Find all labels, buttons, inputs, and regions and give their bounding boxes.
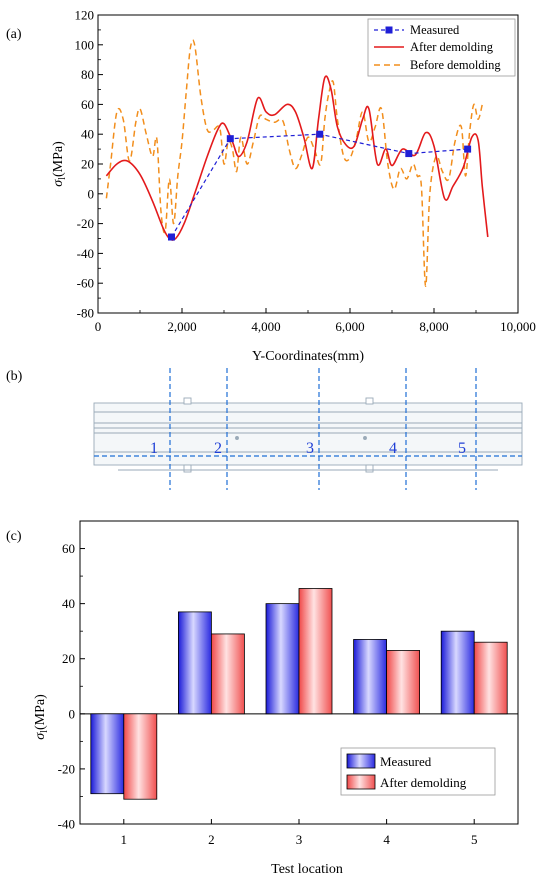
legend-c-after-swatch [346,774,376,790]
beam-outline [93,402,523,466]
chart-a-ticks: -80 -60 -40 -20 0 20 40 60 80 100 120 0 2,000 4,000 6,… [75,8,536,335]
panel-b-label: (b) [6,369,23,384]
legend-measured-marker [385,26,393,34]
a-ytick-label-4: 0 [88,186,95,201]
measured-point-5 [464,145,472,153]
section-label-1: 1 [150,440,158,457]
legend-c-measured-swatch [346,753,376,769]
beam-hole-2 [363,436,367,440]
a-ytick-label-10: 120 [75,8,95,23]
legend-before-label: Before demolding [410,58,501,72]
a-ytick-label-2: -40 [77,246,94,261]
c-ytick-label-0: -40 [58,817,75,832]
measured-point-4 [405,150,413,158]
chart-c-ylabel-sub: l [39,730,50,733]
chart-a-x-axis-label: Y-Coordinates(mm) [252,349,364,364]
chart-c: -40 -20 0 20 40 60 1 2 3 4 5 Test location σl(MPa)… [33,520,519,877]
chart-c-bars [90,588,508,800]
chart-a-ylabel-unit: (MPa) [51,141,66,177]
chart-c-ylabel-unit: (MPa) [33,694,48,730]
a-ytick-label-7: 60 [81,97,94,112]
chart-a-plot-frame [97,14,519,314]
legend-after-label: After demolding [410,40,494,54]
chart-a-series [105,39,489,287]
section-label-2: 2 [214,440,222,457]
c-ytick-label-3: 20 [62,651,75,666]
chart-c-y-axis-label: σl(MPa) [33,694,50,740]
beam-body [93,397,523,473]
a-xtick-label-2: 4,000 [251,319,280,334]
c-xtick-label-4: 5 [471,832,478,847]
measured-point-1 [168,233,175,241]
a-ytick-label-0: -80 [77,306,94,321]
chart-a-ylabel-sub: l [57,177,68,180]
bar-after-demolding-1 [123,713,158,800]
chart-a-legend: Measured After demolding Before demoldin… [367,18,516,77]
beam-diagram: 1 2 3 4 5 [93,368,523,490]
bar-after-demolding-5 [473,641,508,715]
c-ytick-label-1: -20 [58,761,75,776]
section-label-4: 4 [389,440,397,457]
c-xtick-label-0: 1 [121,832,128,847]
c-xtick-label-2: 3 [296,832,303,847]
beam-lug-bottom-1 [183,464,192,473]
a-ytick-label-3: -20 [77,216,94,231]
a-xtick-label-0: 0 [95,319,102,334]
series-after-demolding-line [105,75,489,241]
bar-measured-4 [353,639,388,715]
a-ytick-label-8: 80 [81,67,94,82]
legend-measured-label: Measured [410,23,460,37]
a-ytick-label-9: 100 [75,37,95,52]
a-xtick-label-3: 6,000 [335,319,364,334]
chart-c-x-axis-label: Test location [271,862,343,877]
section-label-3: 3 [306,440,314,457]
measured-point-2 [226,135,234,143]
a-ytick-label-1: -60 [77,276,94,291]
panel-c-label: (c) [6,529,22,544]
legend-c-after-label: After demolding [380,775,467,790]
beam-lug-bottom-2 [365,464,374,473]
bar-measured-3 [265,603,300,715]
bar-after-demolding-2 [210,633,245,715]
bar-measured-1 [90,713,125,795]
measured-point-3 [316,130,324,138]
panel-a-label: (a) [6,27,22,42]
section-label-5: 5 [458,440,466,457]
bar-measured-5 [440,630,475,715]
chart-c-ylabel-symbol: σ [33,732,48,740]
a-xtick-label-4: 8,000 [419,319,448,334]
c-xtick-label-1: 2 [208,832,215,847]
c-xtick-label-3: 4 [383,832,390,847]
beam-lug-top-2 [365,397,374,405]
legend-c-measured-label: Measured [380,754,432,769]
bar-after-demolding-3 [298,588,333,715]
chart-a: -80 -60 -40 -20 0 20 40 60 80 100 120 0 2,000 4,000 6,… [51,8,536,365]
c-ytick-label-4: 40 [62,596,75,611]
c-ytick-label-2: 0 [69,706,76,721]
a-ytick-label-6: 40 [81,127,94,142]
a-xtick-label-1: 2,000 [167,319,196,334]
beam-hole-1 [235,436,239,440]
a-ytick-label-5: 20 [81,157,94,172]
beam-sections: 1 2 3 4 5 [150,368,477,490]
chart-c-plot-frame [79,520,519,825]
chart-a-y-axis-label: σl(MPa) [51,141,68,187]
c-ytick-label-5: 60 [62,541,75,556]
beam-lug-top-1 [183,397,192,405]
series-measured-line [170,133,468,238]
series-before-demolding-line [105,39,484,287]
chart-c-legend: Measured After demolding [340,747,496,796]
chart-a-ylabel-symbol: σ [51,179,66,187]
a-xtick-label-5: 10,000 [500,319,536,334]
bar-after-demolding-4 [386,650,421,715]
bar-measured-2 [177,611,212,715]
